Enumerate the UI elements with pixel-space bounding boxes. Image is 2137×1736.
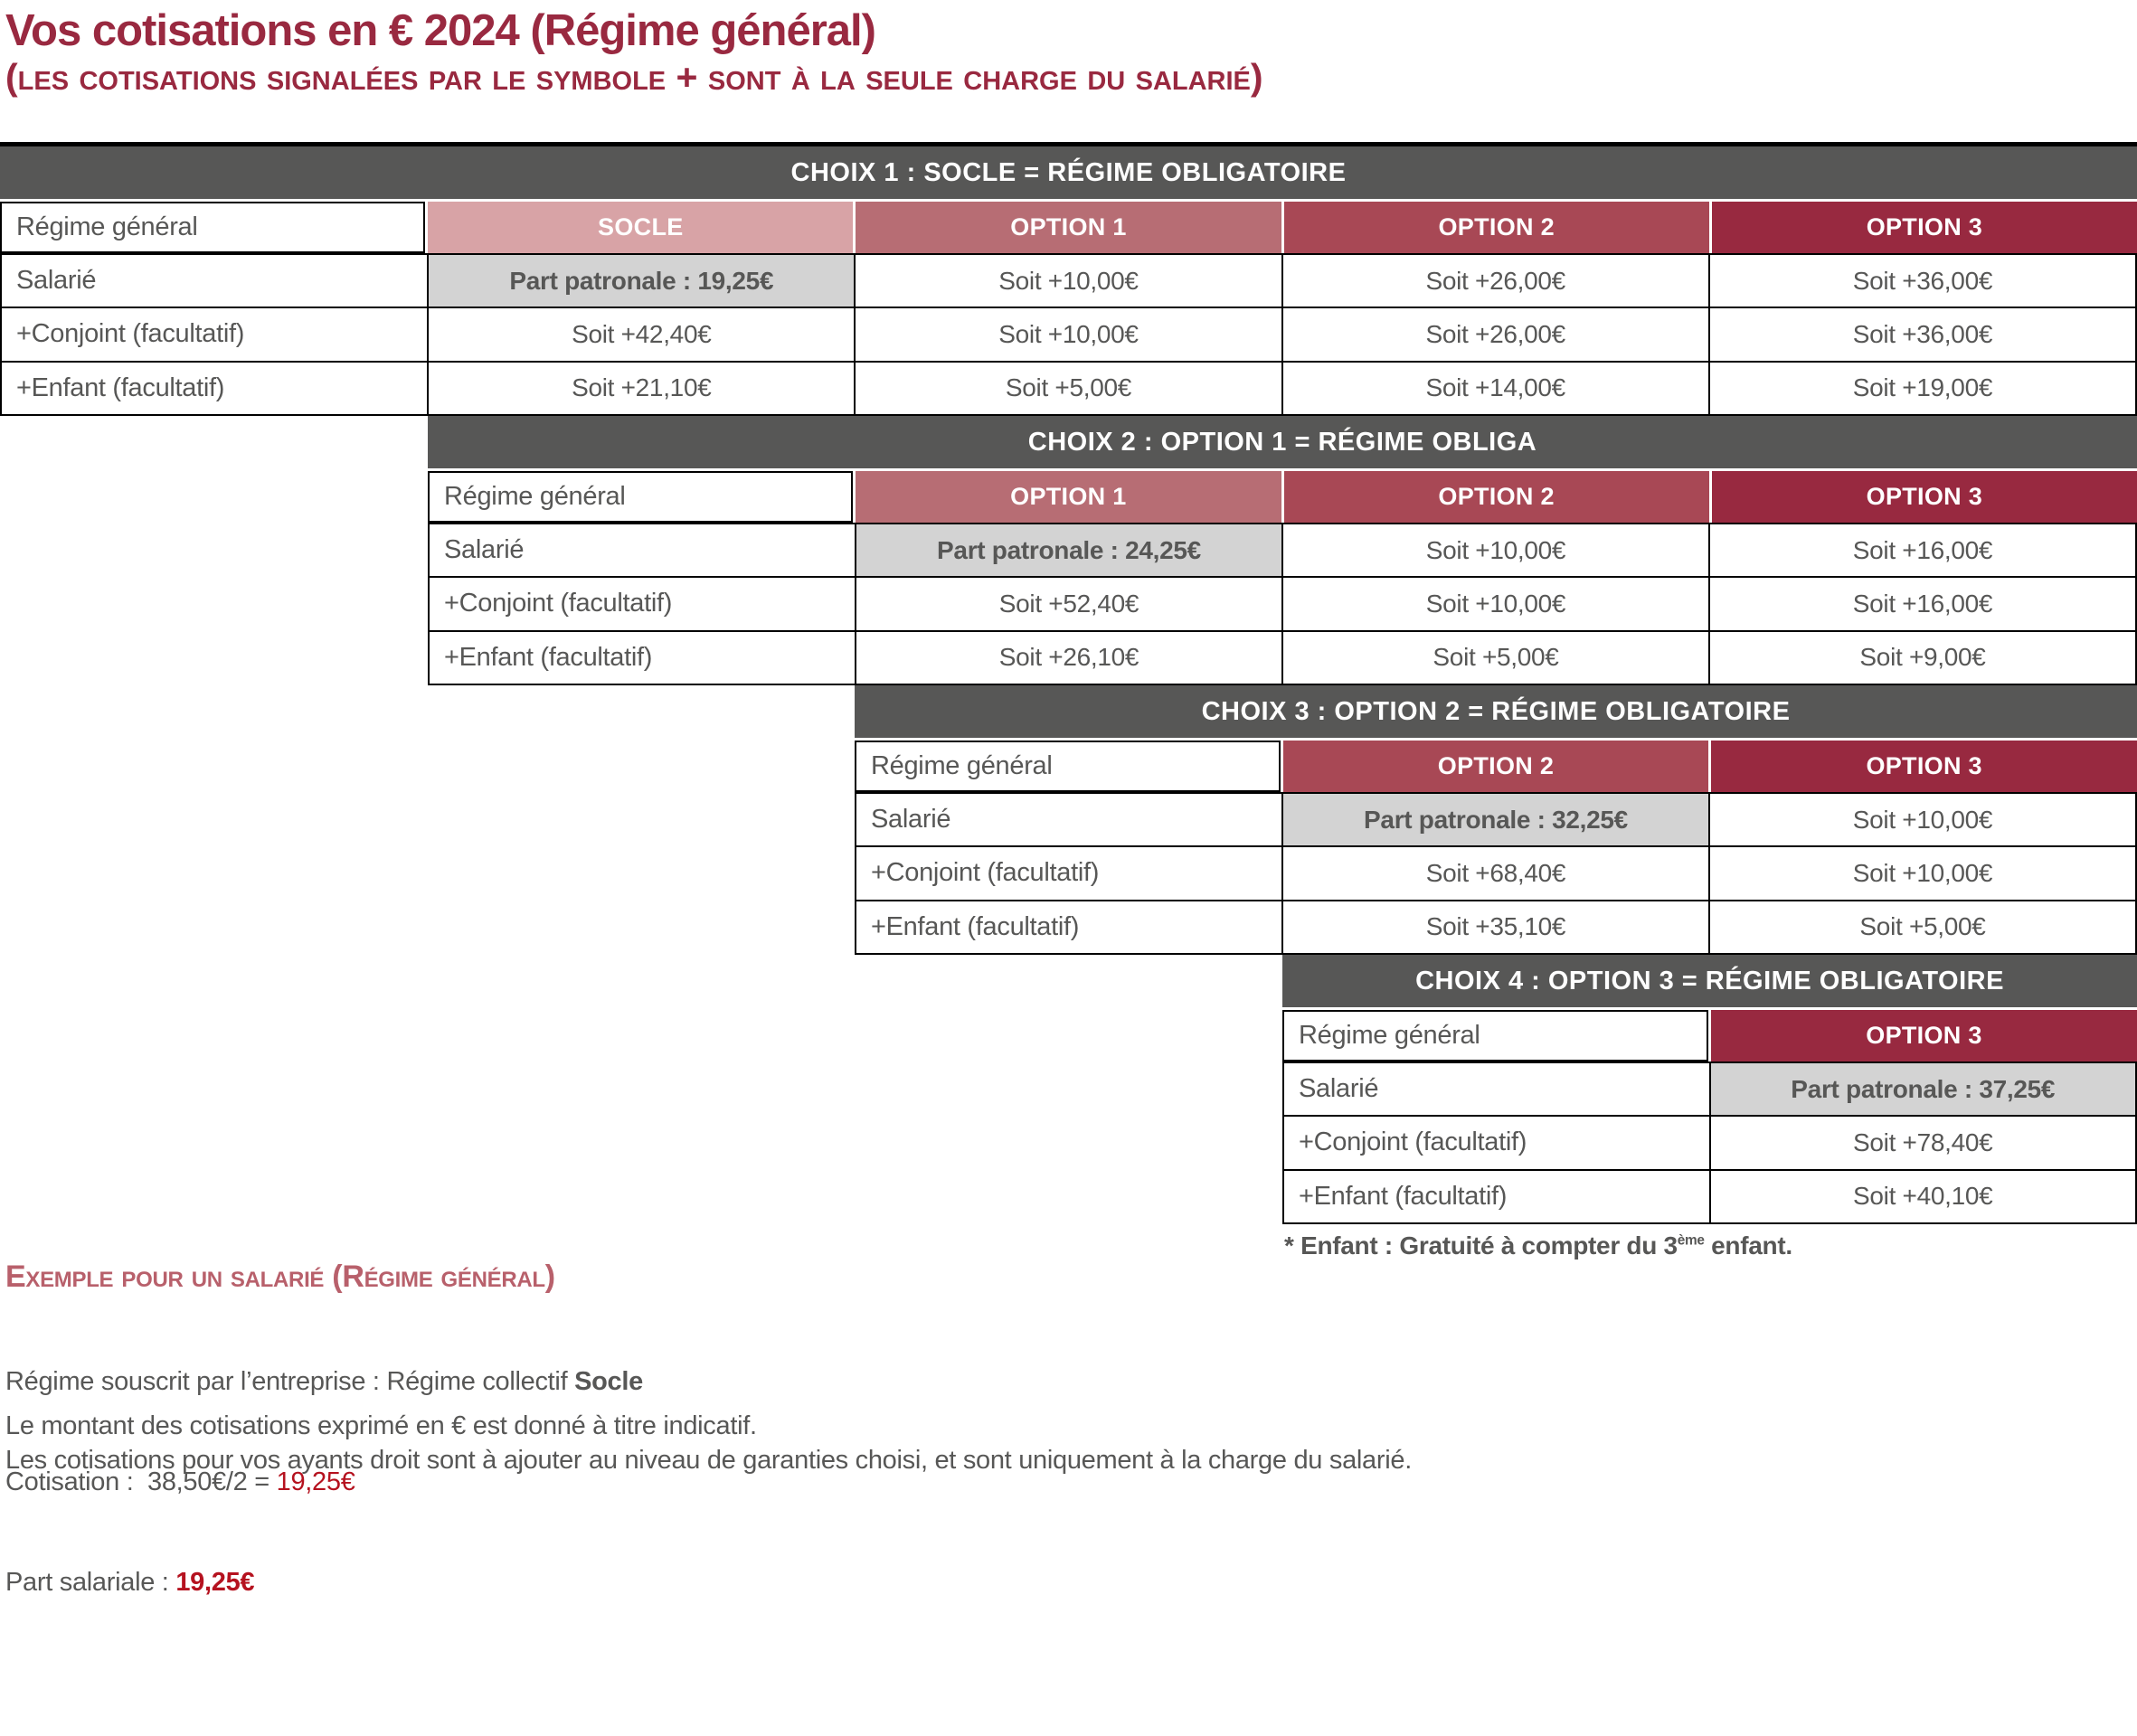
example-line-part-salariale-text: Part salariale : <box>5 1568 176 1597</box>
value-cell: Soit +78,40€ <box>1710 1117 2135 1169</box>
column-header-socle: SOCLE <box>428 202 854 253</box>
value-cell: Soit +9,00€ <box>1710 631 2135 684</box>
row-label-enfant: +Enfant (facultatif) <box>430 631 855 684</box>
example-line-part-salariale: Part salariale : 19,25€ <box>5 1566 643 1599</box>
choice-table-2: CHOIX 2 : OPTION 1 = RÉGIME OBLIGA Régim… <box>428 416 2137 685</box>
footnote-text-end: enfant. <box>1704 1231 1792 1260</box>
corner-cell: Régime général <box>428 471 854 523</box>
choice-3-header-row: Régime général OPTION 2 OPTION 3 <box>855 738 2137 792</box>
value-cell: Soit +21,10€ <box>429 362 855 414</box>
page-title: Vos cotisations en € 2024 (Régime généra… <box>5 6 876 55</box>
row-label-conjoint: +Conjoint (facultatif) <box>856 847 1281 900</box>
row-label-salarie: Salarié <box>430 524 855 577</box>
column-header-option-1: OPTION 1 <box>856 471 1281 523</box>
choice-1-band: CHOIX 1 : SOCLE = RÉGIME OBLIGATOIRE <box>0 146 2137 199</box>
row-label-enfant: +Enfant (facultatif) <box>856 901 1281 953</box>
value-cell: Soit +19,00€ <box>1709 362 2135 414</box>
column-header-option-3: OPTION 3 <box>1711 741 2137 792</box>
example-block: Régime souscrit par l’entreprise : Régim… <box>5 1298 643 1666</box>
column-header-option-3: OPTION 3 <box>1711 471 2137 523</box>
value-cell: Soit +26,00€ <box>1282 255 1708 307</box>
row-label-conjoint: +Conjoint (facultatif) <box>1284 1117 1709 1169</box>
value-cell: Soit +10,00€ <box>1283 578 1708 630</box>
example-line-cotisation: Cotisation : 38,50€/2 = 19,25€ <box>5 1466 643 1499</box>
choice-2-data-grid: Salarié Part patronale : 24,25€ Soit +10… <box>428 523 2137 685</box>
choice-4-data-grid: Salarié Part patronale : 37,25€ +Conjoin… <box>1282 1061 2137 1224</box>
note-ayants-droit: Les cotisations pour vos ayants droit so… <box>5 1446 1412 1475</box>
value-cell: Soit +16,00€ <box>1710 524 2135 577</box>
column-header-option-2: OPTION 2 <box>1283 471 1709 523</box>
choice-table-4: CHOIX 4 : OPTION 3 = RÉGIME OBLIGATOIRE … <box>1282 955 2137 1224</box>
choice-1-header-row: Régime général SOCLE OPTION 1 OPTION 2 O… <box>0 199 2137 253</box>
example-line-regime: Régime souscrit par l’entreprise : Régim… <box>5 1365 643 1399</box>
value-cell: Soit +10,00€ <box>856 308 1281 361</box>
value-cell: Soit +5,00€ <box>1283 631 1708 684</box>
column-header-option-1: OPTION 1 <box>856 202 1281 253</box>
choice-2-band: CHOIX 2 : OPTION 1 = RÉGIME OBLIGA <box>428 416 2137 468</box>
choice-2-header-row: Régime général OPTION 1 OPTION 2 OPTION … <box>428 468 2137 523</box>
row-label-conjoint: +Conjoint (facultatif) <box>430 578 855 630</box>
corner-cell: Régime général <box>855 741 1281 792</box>
children-footnote: * Enfant : Gratuité à compter du 3ème en… <box>1284 1231 1792 1260</box>
row-label-salarie: Salarié <box>2 255 428 307</box>
note-indicative: Le montant des cotisations exprimé en € … <box>5 1411 757 1440</box>
example-heading: Exemple pour un salarié (Régime général) <box>5 1260 555 1294</box>
value-cell: Soit +42,40€ <box>429 308 855 361</box>
value-cell: Soit +10,00€ <box>1710 794 2135 846</box>
choice-table-3: CHOIX 3 : OPTION 2 = RÉGIME OBLIGATOIRE … <box>855 685 2137 955</box>
page-subtitle: (les cotisations signalées par le symbol… <box>5 56 1263 98</box>
value-cell: Soit +5,00€ <box>856 362 1281 414</box>
example-line-cotisation-amount: 19,25€ <box>276 1467 355 1496</box>
row-label-enfant: +Enfant (facultatif) <box>2 362 428 414</box>
value-cell-part-patronale: Part patronale : 19,25€ <box>429 255 855 307</box>
row-label-salarie: Salarié <box>856 794 1281 846</box>
value-cell: Soit +36,00€ <box>1709 308 2135 361</box>
value-cell: Soit +35,10€ <box>1283 901 1708 953</box>
row-label-salarie: Salarié <box>1284 1063 1709 1116</box>
choice-4-header-row: Régime général OPTION 3 <box>1282 1007 2137 1061</box>
value-cell: Soit +16,00€ <box>1710 578 2135 630</box>
choice-1-data-grid: Salarié Part patronale : 19,25€ Soit +10… <box>0 253 2137 416</box>
value-cell: Soit +36,00€ <box>1709 255 2135 307</box>
value-cell-part-patronale: Part patronale : 24,25€ <box>856 524 1281 577</box>
value-cell-part-patronale: Part patronale : 32,25€ <box>1283 794 1708 846</box>
value-cell: Soit +26,10€ <box>856 631 1281 684</box>
value-cell: Soit +10,00€ <box>1710 847 2135 900</box>
value-cell: Soit +26,00€ <box>1282 308 1708 361</box>
footnote-superscript: ème <box>1677 1232 1705 1249</box>
example-line-regime-bold: Socle <box>574 1367 643 1396</box>
footnote-text: * Enfant : Gratuité à compter du 3 <box>1284 1231 1678 1260</box>
column-header-option-2: OPTION 2 <box>1282 741 1709 792</box>
value-cell: Soit +68,40€ <box>1283 847 1708 900</box>
choice-table-1: CHOIX 1 : SOCLE = RÉGIME OBLIGATOIRE Rég… <box>0 146 2137 416</box>
column-header-option-3: OPTION 3 <box>1711 1010 2137 1061</box>
choice-3-band: CHOIX 3 : OPTION 2 = RÉGIME OBLIGATOIRE <box>855 685 2137 738</box>
column-header-option-3: OPTION 3 <box>1711 202 2137 253</box>
value-cell: Soit +52,40€ <box>856 578 1281 630</box>
row-label-enfant: +Enfant (facultatif) <box>1284 1170 1709 1222</box>
example-line-part-salariale-amount: 19,25€ <box>175 1568 255 1597</box>
value-cell: Soit +40,10€ <box>1710 1170 2135 1222</box>
value-cell: Soit +10,00€ <box>1283 524 1708 577</box>
choice-4-band: CHOIX 4 : OPTION 3 = RÉGIME OBLIGATOIRE <box>1282 955 2137 1007</box>
value-cell: Soit +5,00€ <box>1710 901 2135 953</box>
example-line-cotisation-text: Cotisation : 38,50€/2 = <box>5 1467 277 1496</box>
choice-3-data-grid: Salarié Part patronale : 32,25€ Soit +10… <box>855 792 2137 955</box>
footer-notes: Le montant des cotisations exprimé en € … <box>5 1409 1412 1477</box>
value-cell: Soit +10,00€ <box>856 255 1281 307</box>
example-line-regime-text: Régime souscrit par l’entreprise : Régim… <box>5 1367 575 1396</box>
corner-cell: Régime général <box>0 202 426 253</box>
value-cell-part-patronale: Part patronale : 37,25€ <box>1710 1063 2135 1116</box>
column-header-option-2: OPTION 2 <box>1283 202 1709 253</box>
corner-cell: Régime général <box>1282 1010 1708 1061</box>
row-label-conjoint: +Conjoint (facultatif) <box>2 308 428 361</box>
value-cell: Soit +14,00€ <box>1282 362 1708 414</box>
